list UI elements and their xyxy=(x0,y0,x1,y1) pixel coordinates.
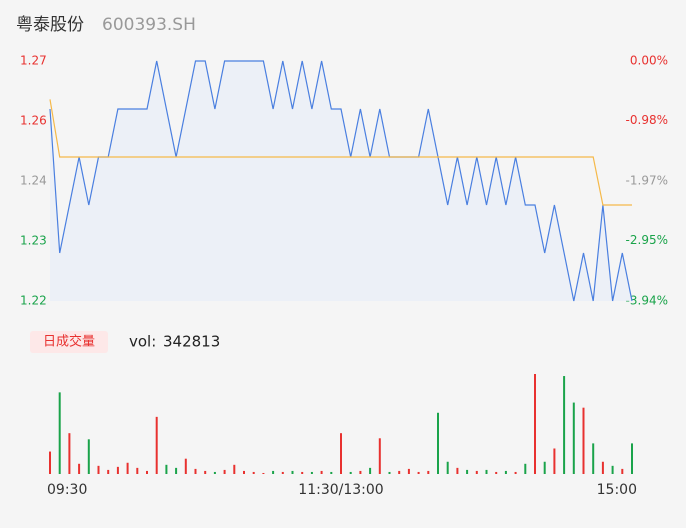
volume-bar xyxy=(592,443,595,474)
volume-bar xyxy=(252,471,255,474)
volume-bar xyxy=(204,470,207,474)
x-tick-label: 09:30 xyxy=(47,482,87,498)
volume-bar xyxy=(155,416,158,474)
volume-bar xyxy=(126,462,129,474)
volume-bar xyxy=(97,465,100,474)
volume-bar xyxy=(359,470,362,474)
volume-bar xyxy=(310,471,313,474)
stock-code: 600393.SH xyxy=(102,15,196,35)
volume-bar xyxy=(621,468,624,474)
volume-bar xyxy=(601,461,604,474)
volume-bar xyxy=(78,463,81,474)
volume-bar xyxy=(68,433,71,474)
volume-bar xyxy=(417,471,420,474)
y-tick-label: 1.27 xyxy=(20,54,47,68)
volume-bar xyxy=(301,471,304,474)
legend-label: 日成交量 xyxy=(43,334,95,350)
volume-bar xyxy=(572,402,575,474)
volume-bar xyxy=(213,471,216,474)
x-tick-label: 11:30/13:00 xyxy=(298,482,383,498)
volume-bar xyxy=(475,470,478,474)
volume-bar xyxy=(136,467,139,474)
volume-bar xyxy=(291,470,294,474)
volume-total: 342813 xyxy=(163,333,220,351)
volume-bar xyxy=(504,470,507,474)
y-tick-label: 1.23 xyxy=(20,234,47,248)
volume-bar xyxy=(369,467,372,474)
volume-bar xyxy=(49,451,51,474)
volume-bar xyxy=(456,467,459,474)
y2-tick-label: -1.97% xyxy=(626,174,668,188)
volume-bar xyxy=(194,468,197,474)
volume-bar xyxy=(146,470,148,474)
volume-bar xyxy=(107,469,110,474)
volume-bar xyxy=(58,392,61,474)
volume-bar xyxy=(175,467,178,474)
average-line xyxy=(49,99,632,206)
volume-bar xyxy=(543,461,546,474)
volume-label: vol: xyxy=(129,333,156,351)
volume-bar xyxy=(534,374,536,474)
volume-bar xyxy=(524,463,527,474)
volume-bar xyxy=(116,466,119,474)
stock-name: 粤泰股份 xyxy=(16,15,84,35)
volume-bar xyxy=(398,470,401,474)
volume-bar xyxy=(243,470,245,474)
y-tick-label: 1.22 xyxy=(20,294,47,308)
volume-bar xyxy=(281,471,284,474)
volume-bar xyxy=(427,470,430,474)
y2-tick-label: -2.95% xyxy=(626,233,668,247)
legend-badge xyxy=(30,331,108,353)
volume-bar xyxy=(330,471,333,474)
volume-bar xyxy=(631,443,633,474)
volume-bar xyxy=(320,470,323,474)
volume-bar xyxy=(272,470,275,474)
volume-bar xyxy=(553,448,556,474)
volume-bar xyxy=(233,464,236,474)
volume-bar xyxy=(466,469,469,474)
volume-bar xyxy=(165,464,168,474)
volume-bar xyxy=(223,469,226,474)
y2-tick-label: 0.00% xyxy=(630,54,668,68)
volume-bar xyxy=(563,376,566,474)
volume-bar xyxy=(262,472,265,474)
volume-bar xyxy=(495,471,498,474)
y-tick-label: 1.26 xyxy=(20,114,47,128)
volume-bar xyxy=(437,412,439,474)
volume-bar xyxy=(446,461,449,474)
y2-tick-label: -0.98% xyxy=(626,113,668,127)
y-tick-label: 1.24 xyxy=(20,174,47,188)
volume-bar xyxy=(349,471,352,474)
volume-bar xyxy=(378,438,381,474)
volume-bar xyxy=(184,458,187,474)
volume-bar xyxy=(340,433,342,474)
volume-bar xyxy=(87,439,90,474)
price-line xyxy=(49,60,633,302)
volume-bar xyxy=(611,465,614,474)
volume-bar xyxy=(407,468,410,474)
x-tick-label: 15:00 xyxy=(597,482,637,498)
y2-tick-label: -3.94% xyxy=(626,294,668,308)
volume-bar xyxy=(514,471,517,474)
volume-bar xyxy=(582,407,585,474)
volume-bar xyxy=(388,471,391,474)
volume-bar xyxy=(485,469,488,474)
price-area xyxy=(50,61,632,301)
